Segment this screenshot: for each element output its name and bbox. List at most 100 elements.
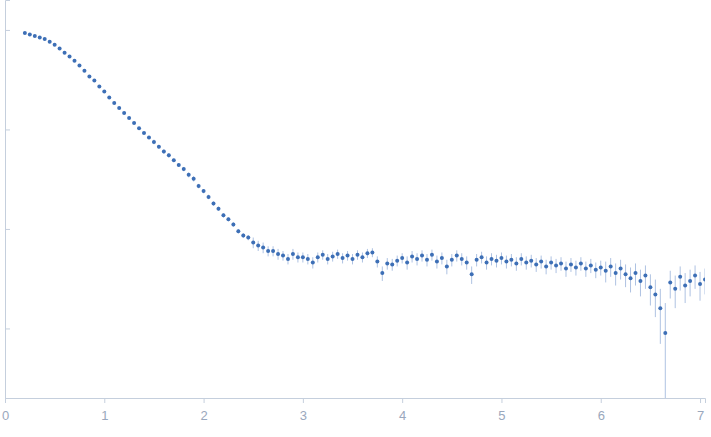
data-point [236,229,240,233]
x-axis: 01234567 [2,398,706,423]
data-point [58,47,62,51]
data-point [385,261,389,265]
y-axis [5,1,10,399]
data-point [246,236,250,240]
x-tick-label: 4 [399,408,406,423]
data-point [410,254,414,258]
data-point [48,40,52,44]
data-point [619,267,623,271]
error-bar [690,270,691,297]
data-point [554,263,558,267]
data-point [167,153,171,157]
data-point [212,202,216,206]
data-point [589,263,593,267]
error-bar [640,270,641,297]
data-point [281,254,285,258]
data-point [271,249,275,253]
error-bar [660,289,661,344]
data-point [475,258,479,262]
data-point [529,259,533,263]
data-point [102,90,106,94]
data-point [693,274,697,278]
data-point [355,253,359,257]
data-point [311,261,315,265]
data-point [301,255,305,259]
data-point [157,145,161,149]
data-point [316,255,320,259]
x-tick-mark [402,398,403,403]
x-tick-mark [601,398,602,403]
data-point [28,33,32,37]
data-point [291,252,295,256]
data-point [380,271,384,275]
data-point [450,258,454,262]
chart: 01234567 [0,0,711,437]
data-point [564,267,568,271]
data-point [33,34,37,38]
x-tick: 7 [697,398,704,423]
data-point [336,252,340,256]
data-point [152,140,156,144]
data-point [514,261,518,265]
x-tick-label: 3 [300,408,307,423]
y-tick [5,129,10,130]
y-tick-mark [5,129,10,130]
data-point [360,255,364,259]
data-point [509,258,513,262]
data-point [231,222,235,226]
y-tick [5,229,10,230]
data-point [445,264,449,268]
data-point [266,249,270,253]
data-point [688,279,692,283]
data-point [638,279,642,283]
data-point [107,95,111,99]
y-tick-mark [5,328,10,329]
data-point [192,177,196,181]
data-point [534,262,538,266]
x-tick-label: 2 [200,408,207,423]
data-point [375,260,379,264]
data-point [698,282,702,286]
data-point [276,252,280,256]
data-point [599,265,603,269]
data-point [624,272,628,276]
data-point [400,256,404,260]
data-point [648,285,652,289]
data-point [499,256,503,260]
data-point [494,259,498,263]
x-tick: 1 [101,398,108,423]
data-point [440,256,444,260]
data-point [306,257,310,261]
x-axis-line [6,399,706,404]
data-point [202,189,206,193]
data-point [559,261,563,265]
y-axis-line [6,1,11,399]
data-point [370,250,374,254]
data-point [77,63,81,67]
data-point [663,331,667,335]
x-tick: 0 [2,398,9,423]
data-point [519,257,523,261]
error-bar [670,271,671,299]
data-point [415,257,419,261]
data-point [172,158,176,162]
data-point [420,254,424,258]
data-point [221,213,225,217]
error-bar [700,272,701,301]
data-point [97,85,101,89]
data-point [678,275,682,279]
data-point [485,261,489,265]
data-point [643,274,647,278]
data-point [549,261,553,265]
data-point [430,253,434,257]
data-point [658,306,662,310]
x-tick-label: 5 [498,408,505,423]
data-point [92,79,96,83]
data-point [326,257,330,261]
data-point [256,244,260,248]
data-point [683,284,687,288]
data-point [460,257,464,261]
x-tick: 2 [200,398,207,423]
data-point [470,272,474,276]
x-tick: 5 [498,398,505,423]
